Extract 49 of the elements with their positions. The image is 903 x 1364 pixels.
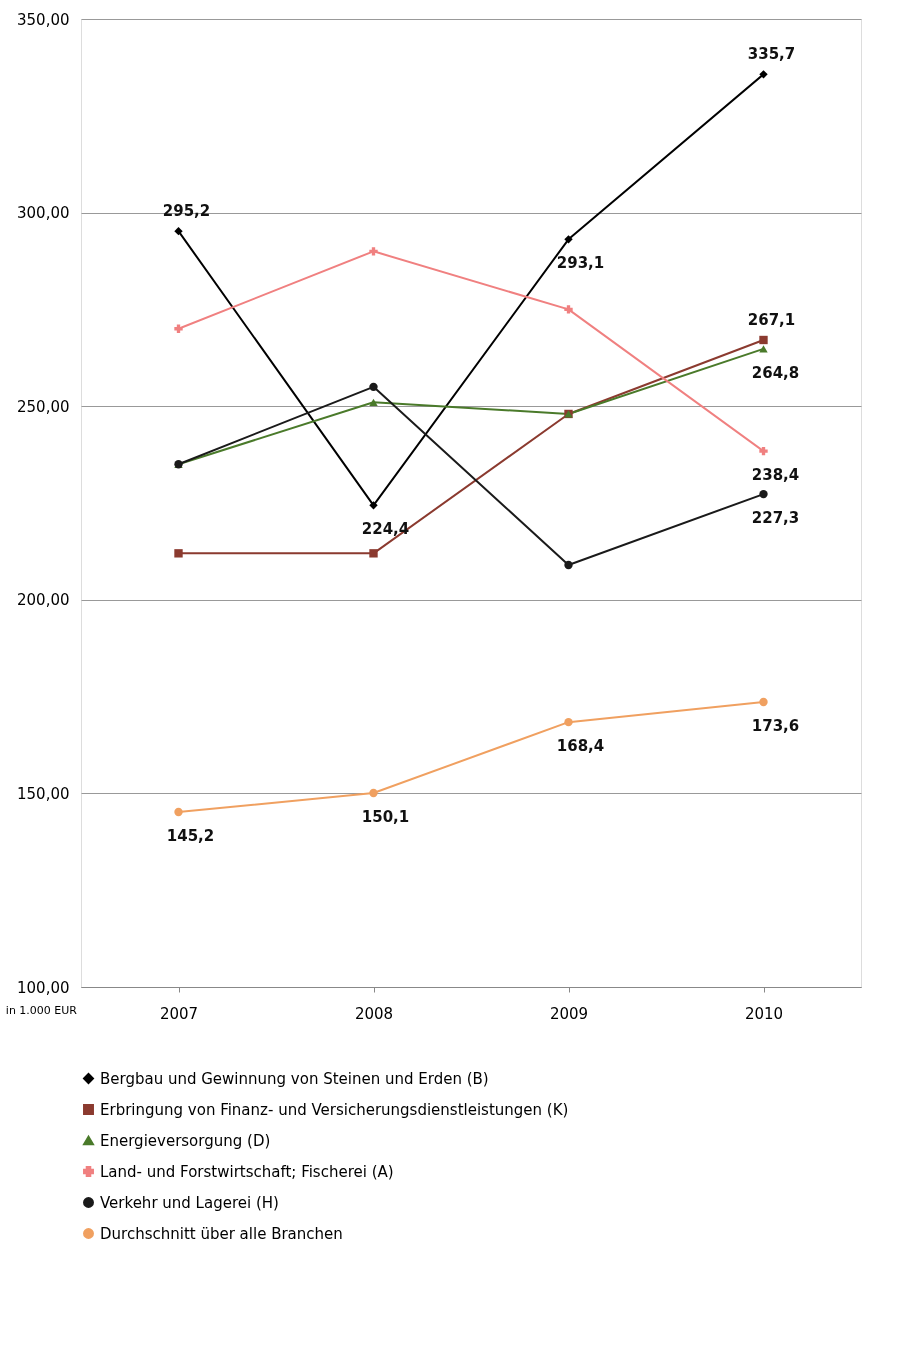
y-tick-label: 150,00	[17, 784, 70, 803]
point	[369, 788, 378, 798]
legend-label: Verkehr und Lagerei (H)	[100, 1193, 279, 1212]
legend-label: Erbringung von Finanz- und Versicherungsdienstleistungen (K)	[100, 1100, 569, 1119]
y-tick-label: 200,00	[17, 591, 70, 610]
x-tick-label: 2010	[744, 1004, 784, 1023]
data-label: 168,4	[556, 737, 605, 756]
y-tick-label: 350,00	[17, 10, 70, 29]
y-tick-label: 250,00	[17, 397, 70, 416]
text: in 1.000 EUR	[5, 1004, 78, 1017]
y-tick-label: 300,00	[17, 204, 70, 223]
point	[564, 235, 573, 244]
legend-label: Bergbau und Gewinnung von Steinen und Erden (B)	[100, 1069, 489, 1088]
point	[759, 70, 768, 79]
legend-label: Land- und Forstwirtschaft; Fischerei (A)	[100, 1162, 394, 1181]
data-label: 335,7	[747, 45, 796, 64]
point	[759, 345, 768, 353]
point	[369, 549, 378, 558]
point	[564, 305, 573, 314]
x-tick-label: 2008	[354, 1004, 394, 1023]
legend-label: Energieversorgung (D)	[100, 1131, 271, 1150]
point	[564, 717, 573, 727]
data-label: 227,3	[751, 509, 800, 528]
point	[759, 446, 768, 456]
point	[174, 227, 183, 236]
data-label: 267,1	[747, 310, 796, 329]
data-label: 295,2	[162, 202, 211, 221]
data-label: 293,1	[556, 254, 605, 273]
x-tick-label: 2009	[549, 1004, 589, 1023]
data-label: 150,1	[361, 808, 410, 827]
point	[369, 247, 378, 256]
point	[174, 324, 183, 333]
legend-label: Durchschnitt über alle Branchen	[100, 1224, 343, 1243]
point	[174, 549, 183, 558]
data-label: 173,6	[751, 717, 800, 736]
y-tick-label: 100,00	[17, 978, 70, 997]
point	[564, 560, 573, 570]
point	[759, 489, 768, 499]
data-label: 238,4	[751, 466, 800, 485]
data-label: 264,8	[751, 363, 800, 382]
point	[174, 807, 183, 817]
point	[369, 501, 378, 510]
point	[369, 398, 378, 406]
x-tick-label: 2007	[159, 1004, 199, 1023]
data-label: 224,4	[361, 520, 410, 539]
point	[759, 335, 768, 345]
data-label: 145,2	[166, 826, 215, 845]
point	[759, 697, 768, 707]
point	[369, 382, 378, 392]
